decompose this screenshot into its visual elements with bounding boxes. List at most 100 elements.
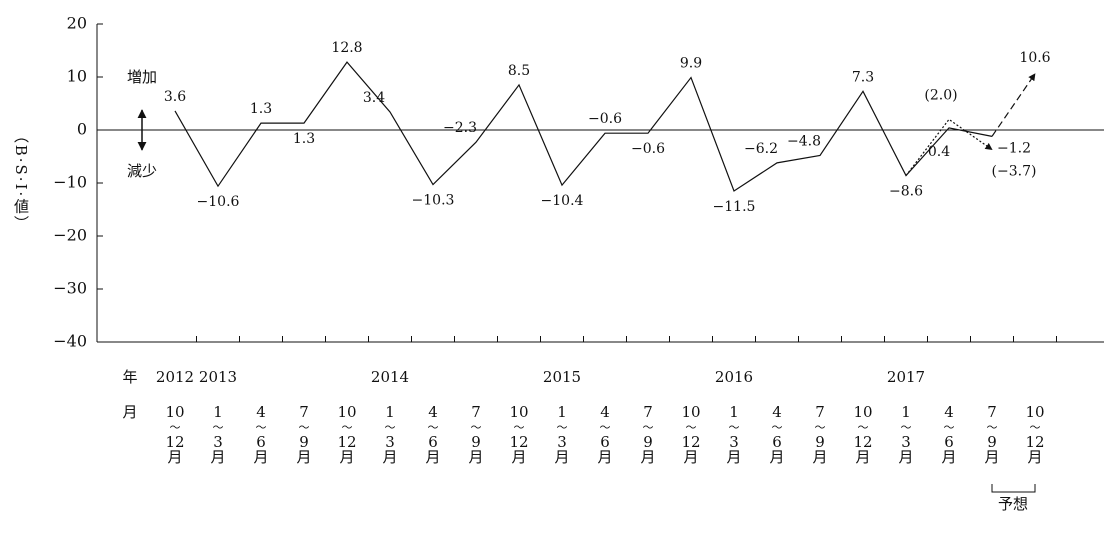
data-label: −2.3 [443,120,477,136]
x-tick-label: 9 [643,433,653,451]
y-axis-label: （B·S·I·値） [12,128,30,233]
x-tick-label: 4 [944,403,954,421]
x-tick-label: 6 [944,433,954,451]
year-label: 2012 [156,368,194,386]
x-tick-label: 3 [385,433,395,451]
x-tick-label: 7 [643,403,653,421]
x-tick-label: 月 [984,448,999,466]
x-tick-label: 〜 [213,421,224,434]
x-tick-label: 7 [299,403,309,421]
row-label: 年 [122,368,137,386]
x-tick-label: 月 [898,448,913,466]
line-series [174,61,993,192]
y-tick-label: 0 [77,120,87,139]
x-tick-label: 〜 [944,421,955,434]
x-tick-label: 月 [167,448,182,466]
x-tick-label: 月 [812,448,827,466]
year-label: 2016 [715,368,753,386]
x-tick-label: 〜 [772,421,783,434]
x-tick-label: 〜 [256,421,267,434]
annotation: 増加 [127,68,157,86]
x-tick-label: 9 [299,433,309,451]
data-label: −1.2 [997,140,1031,156]
x-tick-label: 〜 [514,421,525,434]
x-tick-label: 3 [729,433,739,451]
x-tick-label: 10 [853,403,872,421]
x-tick-label: 月 [554,448,569,466]
x-tick-label: 7 [815,403,825,421]
x-tick-label: 〜 [729,421,740,434]
y-tick-label: 20 [67,14,87,33]
data-label: 9.9 [680,56,702,72]
x-tick-label: 月 [210,448,225,466]
x-tick-label: 〜 [471,421,482,434]
line-series [905,118,993,176]
x-tick-label: 6 [256,433,266,451]
y-tick-label: −10 [53,173,87,192]
data-label: 12.8 [331,40,362,56]
data-label: −10.6 [197,194,240,210]
data-label: −10.3 [412,193,455,209]
line-series [991,73,1036,137]
x-tick-label: 〜 [1030,421,1041,434]
x-tick-label: 〜 [858,421,869,434]
year-label: 2014 [371,368,409,386]
x-tick-label: 月 [726,448,741,466]
x-tick-label: 12 [681,433,700,451]
y-tick-label: −30 [53,279,87,298]
annotation: 減少 [127,162,157,180]
x-tick-label: 12 [337,433,356,451]
x-tick-label: 1 [729,403,739,421]
x-tick-label: 12 [509,433,528,451]
x-tick-label: 〜 [170,421,181,434]
x-tick-label: 〜 [901,421,912,434]
x-tick-label: 〜 [686,421,697,434]
data-label: 10.6 [1019,50,1050,66]
x-tick-label: 月 [296,448,311,466]
year-label: 2013 [199,368,237,386]
data-label: (2.0) [924,87,957,103]
x-tick-label: 月 [855,448,870,466]
x-tick-label: 10 [509,403,528,421]
x-tick-label: 月 [597,448,612,466]
data-label: (−3.7) [992,164,1037,180]
x-tick-label: 10 [681,403,700,421]
x-tick-label: 〜 [342,421,353,434]
x-tick-label: 3 [213,433,223,451]
x-tick-label: 月 [511,448,526,466]
year-label: 2015 [543,368,581,386]
x-tick-label: 9 [815,433,825,451]
row-label: 月 [122,403,137,421]
y-tick-label: −20 [53,226,87,245]
x-tick-label: 4 [256,403,266,421]
x-tick-label: 〜 [600,421,611,434]
x-tick-label: 12 [165,433,184,451]
x-tick-label: 3 [557,433,567,451]
x-tick-label: 6 [772,433,782,451]
annotation: 予想 [998,495,1028,513]
x-tick-label: 6 [428,433,438,451]
data-label: −0.6 [588,111,622,127]
x-tick-label: 7 [987,403,997,421]
x-tick-label: 3 [901,433,911,451]
data-label: −4.8 [787,133,821,149]
x-tick-label: 1 [557,403,567,421]
data-label: −8.6 [889,184,923,200]
x-tick-label: 〜 [557,421,568,434]
x-tick-label: 12 [1025,433,1044,451]
x-tick-label: 1 [901,403,911,421]
data-label: −10.4 [541,193,584,209]
x-tick-label: 〜 [987,421,998,434]
x-tick-label: 月 [941,448,956,466]
data-label: −11.5 [713,199,756,215]
x-tick-label: 月 [382,448,397,466]
x-tick-label: 1 [385,403,395,421]
data-label: 0.4 [928,144,950,160]
x-tick-label: 12 [853,433,872,451]
x-tick-label: 10 [1025,403,1044,421]
x-tick-label: 月 [468,448,483,466]
x-tick-label: 10 [337,403,356,421]
year-label: 2017 [887,368,925,386]
y-tick-label: −40 [53,332,87,351]
